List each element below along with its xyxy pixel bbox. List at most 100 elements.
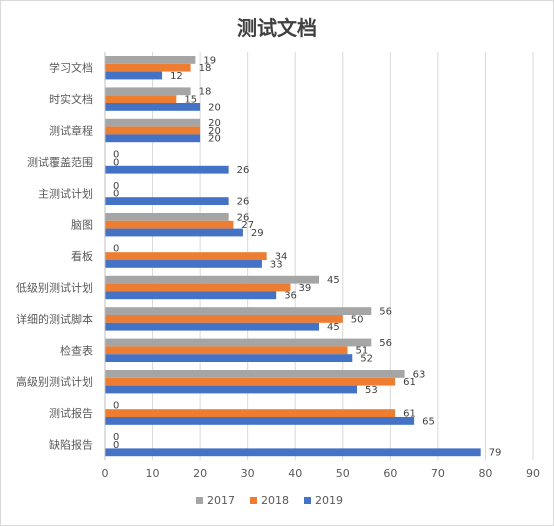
- legend-label: 2017: [207, 494, 235, 507]
- chart-title: 测试文档: [237, 16, 317, 40]
- data-label: 39: [298, 283, 311, 294]
- bar-2019: [105, 197, 229, 205]
- category-label: 时实文档: [49, 92, 93, 106]
- category-label: 详细的测试脚本: [16, 312, 93, 326]
- data-label: 15: [184, 95, 197, 106]
- category-label: 脑图: [71, 219, 93, 232]
- data-label: 52: [360, 354, 373, 365]
- category-label: 测试报告: [49, 406, 93, 420]
- data-label: 26: [237, 197, 250, 208]
- bar-2017: [105, 118, 201, 127]
- x-tick-label: 70: [431, 467, 445, 480]
- x-tick-label: 40: [288, 467, 302, 480]
- data-label: 51: [356, 346, 369, 357]
- bar-2018: [105, 409, 396, 417]
- bar-2017: [105, 275, 319, 284]
- legend-label: 2019: [315, 494, 343, 507]
- legend-swatch-2017: [196, 497, 203, 504]
- data-label: 0: [113, 244, 119, 255]
- category-label: 看板: [71, 249, 93, 263]
- bar-2019: [105, 165, 229, 174]
- data-label: 61: [403, 409, 416, 420]
- x-tick-label: 20: [193, 467, 207, 480]
- x-tick-label: 10: [146, 467, 160, 480]
- data-label: 65: [422, 416, 435, 427]
- category-label: 高级别测试计划: [16, 375, 93, 389]
- bar-2019: [105, 134, 201, 143]
- data-label: 27: [241, 220, 254, 231]
- category-label: 主测试计划: [38, 187, 93, 200]
- data-label: 61: [403, 377, 416, 388]
- legend-swatch-2019: [304, 497, 311, 504]
- data-label: 56: [379, 338, 392, 349]
- bar-2018: [105, 126, 201, 135]
- data-label: 19: [203, 55, 216, 66]
- bar-2019: [105, 291, 277, 300]
- category-label: 缺陷报告: [49, 438, 93, 452]
- x-tick-label: 0: [102, 467, 109, 480]
- bar-2017: [105, 370, 405, 378]
- x-tick-label: 60: [383, 467, 397, 480]
- bar-2018: [105, 283, 291, 292]
- bar-2018: [105, 220, 234, 229]
- legend-swatch-2018: [250, 497, 257, 504]
- bar-2018: [105, 315, 343, 323]
- x-tick-label: 90: [526, 467, 540, 480]
- data-label: 29: [251, 228, 264, 239]
- x-tick-label: 50: [336, 467, 350, 480]
- bar-2019: [105, 228, 243, 237]
- data-label: 53: [365, 385, 378, 396]
- x-tick-label: 30: [241, 467, 255, 480]
- bar-2017: [105, 56, 196, 64]
- data-label: 0: [113, 432, 119, 443]
- data-label: 20: [208, 118, 221, 129]
- data-label: 56: [379, 307, 392, 318]
- data-label: 20: [208, 126, 221, 137]
- data-label: 34: [275, 252, 288, 263]
- data-label: 12: [170, 71, 183, 82]
- data-label: 26: [237, 212, 250, 223]
- category-label: 测试章程: [49, 124, 93, 138]
- bar-2017: [105, 307, 372, 315]
- bar-2017: [105, 87, 191, 96]
- data-label: 26: [237, 165, 250, 176]
- bar-2018: [105, 63, 191, 72]
- data-label: 20: [208, 134, 221, 145]
- data-label: 0: [113, 157, 119, 168]
- data-label: 18: [199, 63, 212, 74]
- bar-2019: [105, 385, 358, 394]
- category-label: 检查表: [60, 343, 93, 357]
- data-label: 79: [489, 448, 502, 459]
- legend-label: 2018: [261, 494, 289, 507]
- bar-2017: [105, 213, 229, 221]
- bar-2019: [105, 103, 201, 111]
- data-label: 50: [351, 314, 364, 325]
- x-tick-label: 80: [478, 467, 492, 480]
- bar-2019: [105, 354, 353, 362]
- data-label: 18: [199, 87, 212, 98]
- bar-2018: [105, 95, 177, 103]
- bar-2018: [105, 252, 267, 260]
- category-label: 低级别测试计划: [16, 282, 93, 295]
- data-label: 36: [284, 291, 297, 302]
- data-label: 20: [208, 102, 221, 113]
- bar-2019: [105, 417, 415, 425]
- bar-2019: [105, 260, 262, 268]
- data-label: 0: [113, 440, 119, 451]
- data-label: 33: [270, 259, 283, 270]
- data-label: 63: [413, 369, 426, 380]
- data-label: 0: [113, 150, 119, 161]
- data-label: 45: [327, 322, 340, 333]
- category-label: 测试覆盖范围: [27, 155, 93, 169]
- bar-2017: [105, 338, 372, 347]
- bar-2019: [105, 71, 163, 80]
- bar-2018: [105, 377, 396, 386]
- data-label: 0: [113, 401, 119, 412]
- data-label: 0: [113, 189, 119, 200]
- bar-2018: [105, 346, 348, 355]
- bar-2019: [105, 322, 319, 331]
- data-label: 0: [113, 181, 119, 192]
- data-label: 45: [327, 275, 340, 286]
